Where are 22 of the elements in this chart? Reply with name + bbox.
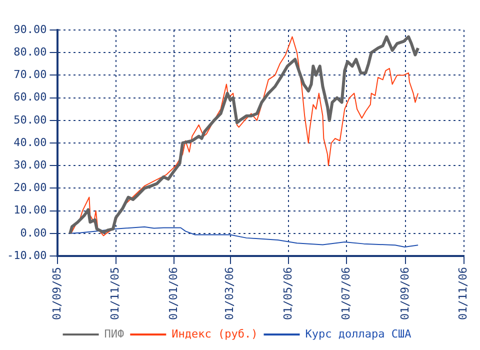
y-tick-label: 90.00 (14, 22, 47, 36)
x-tick-label: 01/03/06 (223, 267, 236, 320)
x-tick-label: 01/11/06 (456, 267, 470, 320)
legend-label: Индекс (руб.) (172, 327, 258, 340)
x-tick-label: 01/11/05 (108, 267, 122, 320)
y-tick-label: 0.00 (20, 226, 47, 240)
y-tick-label: 80.00 (14, 45, 47, 58)
y-tick-label: 10.00 (14, 204, 47, 217)
x-tick-label: 01/01/06 (166, 267, 180, 320)
x-tick-label: 01/09/05 (50, 267, 64, 320)
legend-label: Курс доллара США (305, 327, 412, 340)
y-tick-label: 20.00 (14, 181, 47, 194)
x-tick-label: 01/07/06 (339, 267, 352, 320)
x-tick-label: 01/05/06 (281, 267, 294, 320)
y-tick-label: 70.00 (14, 68, 47, 82)
y-tick-label: 50.00 (14, 113, 47, 126)
legend-label: ПИФ (104, 327, 125, 340)
x-tick-label: 01/09/06 (398, 267, 412, 320)
y-tick-label: 40.00 (14, 136, 47, 149)
y-tick-label: 60.00 (14, 90, 47, 104)
y-tick-label: -10.00 (6, 248, 47, 262)
y-tick-label: 30.00 (14, 158, 47, 172)
